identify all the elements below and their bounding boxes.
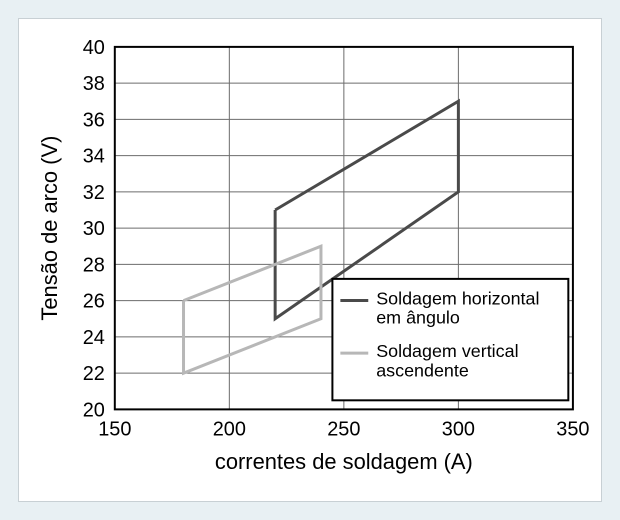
y-tick-label: 40 xyxy=(83,37,105,59)
y-tick-label: 34 xyxy=(83,146,105,168)
series-vertical xyxy=(184,246,321,373)
chart-panel: Soldagem horizontalem ângulo Soldagem ver… xyxy=(18,18,602,502)
chart-svg: Soldagem horizontalem ângulo Soldagem ver… xyxy=(19,19,601,501)
x-tick-label: 300 xyxy=(442,418,475,440)
y-tick-label: 20 xyxy=(83,399,105,421)
y-tick-label: 26 xyxy=(83,291,105,313)
y-tick-label: 24 xyxy=(83,327,105,349)
y-tick-label: 28 xyxy=(83,254,105,276)
y-tick-label: 30 xyxy=(83,218,105,240)
legend-label: Soldagem vertical xyxy=(376,341,518,361)
y-tick-label: 32 xyxy=(83,182,105,204)
legend-label: ascendente xyxy=(376,360,469,380)
legend-label: Soldagem horizontal xyxy=(376,288,539,308)
x-tick-label: 350 xyxy=(556,418,589,440)
x-tick-label: 250 xyxy=(327,418,360,440)
y-axis-label: Tensão de arco (V) xyxy=(37,136,62,321)
y-tick-label: 22 xyxy=(83,363,105,385)
x-tick-label: 200 xyxy=(213,418,246,440)
y-tick-label: 36 xyxy=(83,109,105,131)
x-axis-label: correntes de soldagem (A) xyxy=(215,449,473,474)
x-tick-label: 150 xyxy=(98,418,131,440)
y-tick-label: 38 xyxy=(83,73,105,95)
legend-group: Soldagem horizontalem ângulo Soldagem ver… xyxy=(332,279,568,400)
page-outer: Soldagem horizontalem ângulo Soldagem ver… xyxy=(0,0,620,520)
legend-label: em ângulo xyxy=(376,308,460,328)
